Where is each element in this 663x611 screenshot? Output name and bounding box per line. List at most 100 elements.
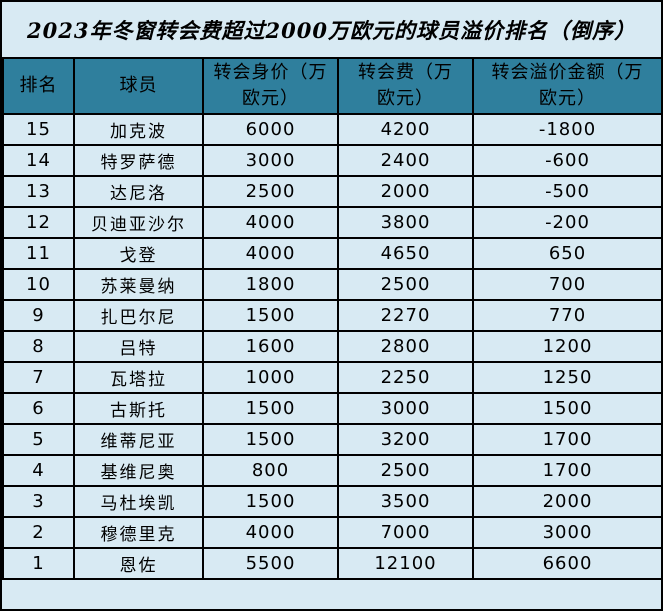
cell-fee: 2500 [337, 454, 474, 487]
cell-fee: 7000 [337, 516, 474, 549]
cell-premium: 1700 [472, 423, 661, 456]
cell-player: 古斯托 [73, 392, 204, 425]
table-row: 2 穆德里克 4000 7000 3000 [2, 516, 661, 549]
cell-rank: 7 [2, 361, 75, 394]
cell-rank: 2 [2, 516, 75, 549]
table-row: 10 苏莱曼纳 1800 2500 700 [2, 268, 661, 301]
table-row: 15 加克波 6000 4200 -1800 [2, 113, 661, 146]
column-header-player: 球员 [73, 57, 204, 115]
cell-fee: 3500 [337, 485, 474, 518]
column-header-premium: 转会溢价金额（万 欧元） [472, 57, 661, 115]
cell-premium: 650 [472, 237, 661, 270]
cell-premium: -200 [472, 206, 661, 239]
cell-value: 2500 [202, 175, 339, 208]
cell-value: 6000 [202, 113, 339, 146]
cell-rank: 15 [2, 113, 75, 146]
cell-rank: 11 [2, 237, 75, 270]
cell-value: 1500 [202, 485, 339, 518]
cell-fee: 2270 [337, 299, 474, 332]
cell-value: 5500 [202, 547, 339, 580]
cell-value: 4000 [202, 516, 339, 549]
table-row: 9 扎巴尔尼 1500 2270 770 [2, 299, 661, 332]
table-row: 11 戈登 4000 4650 650 [2, 237, 661, 270]
cell-value: 4000 [202, 237, 339, 270]
cell-premium: 2000 [472, 485, 661, 518]
cell-premium: 1500 [472, 392, 661, 425]
cell-player: 维蒂尼亚 [73, 423, 204, 456]
header-row: 排名 球员 转会身价（万 欧元） 转会费（万 欧元） 转会溢价金额（万 欧元） [2, 57, 661, 115]
cell-player: 达尼洛 [73, 175, 204, 208]
cell-fee: 3800 [337, 206, 474, 239]
table-row: 1 恩佐 5500 12100 6600 [2, 547, 661, 580]
cell-value: 1500 [202, 392, 339, 425]
cell-fee: 2400 [337, 144, 474, 177]
cell-player: 贝迪亚沙尔 [73, 206, 204, 239]
cell-rank: 8 [2, 330, 75, 363]
table-row: 14 特罗萨德 3000 2400 -600 [2, 144, 661, 177]
column-header-fee: 转会费（万 欧元） [337, 57, 474, 115]
cell-rank: 12 [2, 206, 75, 239]
cell-fee: 3200 [337, 423, 474, 456]
cell-fee: 4650 [337, 237, 474, 270]
cell-player: 瓦塔拉 [73, 361, 204, 394]
cell-value: 800 [202, 454, 339, 487]
cell-fee: 2250 [337, 361, 474, 394]
cell-rank: 1 [2, 547, 75, 580]
table-row: 12 贝迪亚沙尔 4000 3800 -200 [2, 206, 661, 239]
cell-rank: 6 [2, 392, 75, 425]
cell-premium: -600 [472, 144, 661, 177]
cell-player: 苏莱曼纳 [73, 268, 204, 301]
cell-player: 基维尼奥 [73, 454, 204, 487]
column-header-value: 转会身价（万 欧元） [202, 57, 339, 115]
table-row: 4 基维尼奥 800 2500 1700 [2, 454, 661, 487]
cell-premium: -500 [472, 175, 661, 208]
cell-rank: 9 [2, 299, 75, 332]
cell-player: 穆德里克 [73, 516, 204, 549]
cell-value: 3000 [202, 144, 339, 177]
cell-value: 1500 [202, 299, 339, 332]
cell-value: 4000 [202, 206, 339, 239]
cell-fee: 2500 [337, 268, 474, 301]
cell-premium: 3000 [472, 516, 661, 549]
cell-premium: 6600 [472, 547, 661, 580]
cell-rank: 14 [2, 144, 75, 177]
cell-rank: 5 [2, 423, 75, 456]
table-row: 7 瓦塔拉 1000 2250 1250 [2, 361, 661, 394]
cell-value: 1800 [202, 268, 339, 301]
cell-fee: 2800 [337, 330, 474, 363]
page-title: 2023年冬窗转会费超过2000万欧元的球员溢价排名（倒序） [27, 17, 636, 43]
cell-value: 1500 [202, 423, 339, 456]
table-row: 6 古斯托 1500 3000 1500 [2, 392, 661, 425]
table-row: 5 维蒂尼亚 1500 3200 1700 [2, 423, 661, 456]
cell-player: 戈登 [73, 237, 204, 270]
cell-rank: 3 [2, 485, 75, 518]
cell-fee: 3000 [337, 392, 474, 425]
cell-fee: 12100 [337, 547, 474, 580]
cell-rank: 13 [2, 175, 75, 208]
column-header-rank: 排名 [2, 57, 75, 115]
table-row: 3 马杜埃凯 1500 3500 2000 [2, 485, 661, 518]
cell-premium: 1250 [472, 361, 661, 394]
cell-value: 1000 [202, 361, 339, 394]
cell-premium: -1800 [472, 113, 661, 146]
cell-player: 加克波 [73, 113, 204, 146]
table-row: 13 达尼洛 2500 2000 -500 [2, 175, 661, 208]
cell-premium: 770 [472, 299, 661, 332]
cell-player: 马杜埃凯 [73, 485, 204, 518]
cell-player: 扎巴尔尼 [73, 299, 204, 332]
cell-player: 吕特 [73, 330, 204, 363]
table-body: 15 加克波 6000 4200 -1800 14 特罗萨德 3000 2400 -600 13 达尼… [2, 113, 661, 580]
cell-fee: 2000 [337, 175, 474, 208]
cell-premium: 1700 [472, 454, 661, 487]
ranking-table: 排名 球员 转会身价（万 欧元） 转会费（万 欧元） 转会溢价金额（万 欧元） … [2, 57, 661, 580]
cell-rank: 4 [2, 454, 75, 487]
cell-value: 1600 [202, 330, 339, 363]
table-row: 8 吕特 1600 2800 1200 [2, 330, 661, 363]
cell-premium: 700 [472, 268, 661, 301]
cell-fee: 4200 [337, 113, 474, 146]
cell-player: 恩佐 [73, 547, 204, 580]
cell-player: 特罗萨德 [73, 144, 204, 177]
cell-premium: 1200 [472, 330, 661, 363]
cell-rank: 10 [2, 268, 75, 301]
